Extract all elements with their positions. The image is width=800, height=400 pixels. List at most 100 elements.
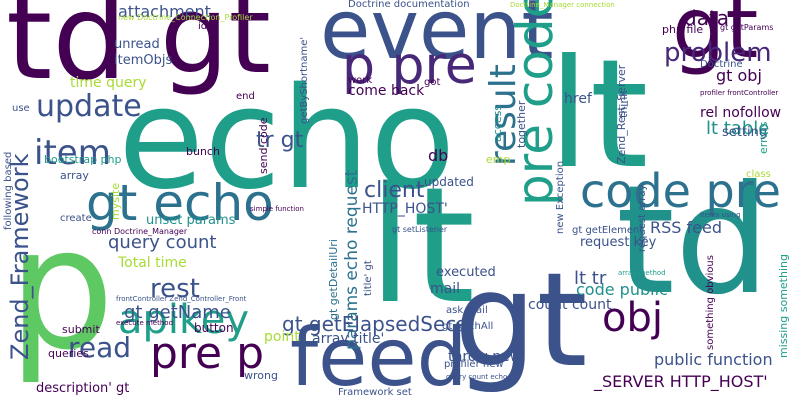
word-got: got — [424, 77, 441, 88]
word-php-file: php file — [662, 23, 704, 36]
word-wrong: wrong — [244, 369, 278, 382]
word-together: together — [515, 100, 528, 148]
word-setting: setting — [722, 125, 768, 140]
word-access: access — [491, 104, 504, 142]
word-array-title: array title' — [312, 331, 385, 347]
word-something-obvious: something obvious — [705, 255, 716, 350]
word-read: read — [68, 331, 132, 364]
word-gt-fetchall: gt fetchAll — [442, 321, 494, 332]
word-execute-method: execute method — [116, 319, 174, 327]
word-doctrine: Doctrine — [700, 59, 743, 70]
word-http-host: HTTP_HOST' — [362, 201, 448, 217]
word-submit: submit — [62, 323, 100, 336]
word-gt-getelement: gt getElement — [572, 225, 644, 236]
word-request-key: request key — [580, 235, 657, 250]
word-href: href — [564, 91, 592, 107]
word-itemobjs: itemObjs — [114, 53, 173, 68]
word-throw-new: throw new — [448, 349, 522, 365]
word-array-method: array method — [618, 269, 666, 277]
word-id: id' — [198, 21, 210, 32]
word-button: button — [194, 321, 234, 335]
word-gt-echo: gt echo — [86, 174, 274, 232]
word-lt-tr: lt tr — [574, 268, 607, 289]
word-mail: mail — [430, 281, 460, 297]
word-missing-something: missing something — [777, 254, 790, 358]
word-ask-mail: ask mail — [446, 305, 488, 316]
word-p-giant: p — [8, 191, 115, 387]
word-doctrine-documentation: Doctrine documentation — [348, 0, 470, 10]
word-frontcontroller-zend-controller-front: frontController Zend_Controller_Front — [116, 295, 247, 303]
word-items-using: items using — [700, 211, 741, 219]
word-apikey: apikey — [118, 297, 250, 343]
word-end: end — [236, 91, 255, 102]
word-gt-getname: gt getName — [124, 302, 231, 323]
word-attachment: attachment — [118, 2, 211, 21]
word-mysite: mysite — [109, 182, 122, 220]
word-rel-nofollow: rel nofollow — [700, 105, 782, 121]
word-code-public: code public — [576, 280, 668, 299]
word-obj-bottom: obj — [602, 295, 663, 341]
word-rest: rest — [150, 274, 200, 304]
word-think: think — [617, 90, 630, 118]
word-class: class — [746, 169, 771, 180]
word-profiler-new: profiler new — [444, 359, 504, 370]
word-bootstrap-php: bootstrap php — [44, 153, 122, 166]
word-public-function: public function — [654, 350, 773, 369]
word-gt-getdetailuri: gt getDetailUri — [327, 239, 340, 320]
word-description-gt: description' gt — [36, 381, 130, 396]
word-data: data — [684, 6, 730, 30]
word-problem: problem — [664, 38, 772, 68]
word-array: array — [60, 169, 89, 182]
word-simple-function: simple function — [250, 205, 304, 213]
word-gt-large: gt — [160, 0, 271, 98]
word-errors: errors — [757, 121, 770, 154]
word-feed: feed — [290, 311, 468, 400]
word-queries: queries — [48, 347, 89, 360]
word-db: db — [428, 146, 449, 165]
word-lt-table: lt table — [706, 118, 770, 139]
word-unset-params: unset params — [146, 213, 236, 228]
word-echo-giant: echo — [118, 58, 456, 221]
word-pre-p: pre p — [150, 328, 265, 379]
word-create: create — [60, 213, 92, 224]
word-update: update — [36, 89, 142, 124]
word-gt-big: gt — [454, 244, 588, 396]
word-total-time: Total time — [118, 255, 187, 271]
word-come-back: come back — [348, 83, 425, 99]
word-gt-obj: gt obj — [716, 66, 762, 85]
word-point: point — [264, 329, 300, 345]
word-conn-doctrine-manager: conn Doctrine_Manager — [92, 227, 188, 236]
word-server-http-host: _SERVER HTTP_HOST' — [594, 372, 768, 391]
word-gt-setlistener: gt setListener — [392, 225, 448, 234]
word-work: work — [348, 75, 373, 86]
word-new-doctrine-connection-profiler: new Doctrine_Connection_Profiler — [118, 13, 253, 22]
word-framework-set: Framework set — [338, 387, 412, 398]
word-new-exception: new Exception — [555, 160, 566, 234]
word-gt-getelapsedsecs: gt getElapsedSecs — [282, 312, 467, 336]
word-time-query: time query — [70, 75, 147, 91]
word-title-gt: title' gt — [363, 260, 374, 296]
word-doctrine-manager-connection: Doctrine_Manager connection — [510, 1, 615, 9]
word-use: use — [12, 103, 30, 114]
word-bunch: bunch — [186, 145, 220, 158]
word-send-code: send code — [257, 117, 270, 174]
word-td-large: td — [6, 0, 128, 106]
word-p-pre: p pre — [342, 36, 477, 96]
word-query-count: query count — [108, 232, 217, 253]
word-profiler-frontcontroller: profiler frontController — [700, 89, 779, 97]
word-following-based: following based — [3, 151, 14, 230]
word-updated: updated — [424, 175, 474, 189]
word-lt-giant: lt — [368, 152, 476, 339]
word-code-pre: code pre — [580, 164, 781, 218]
word-emp: emp — [486, 153, 511, 166]
word-gt-getparams: gt getParams — [720, 23, 774, 32]
word-td-giant: td — [616, 154, 771, 328]
word-unread: unread — [114, 37, 160, 52]
word-gt-topright: gt — [672, 0, 759, 77]
word-request-array: request array — [637, 184, 648, 252]
word-query-count-echo: query count echo — [446, 373, 508, 381]
word-rss-feed: RSS feed — [650, 218, 722, 237]
word-lt-big: lt — [548, 28, 649, 202]
word-tr-gt: tr gt — [256, 128, 304, 153]
